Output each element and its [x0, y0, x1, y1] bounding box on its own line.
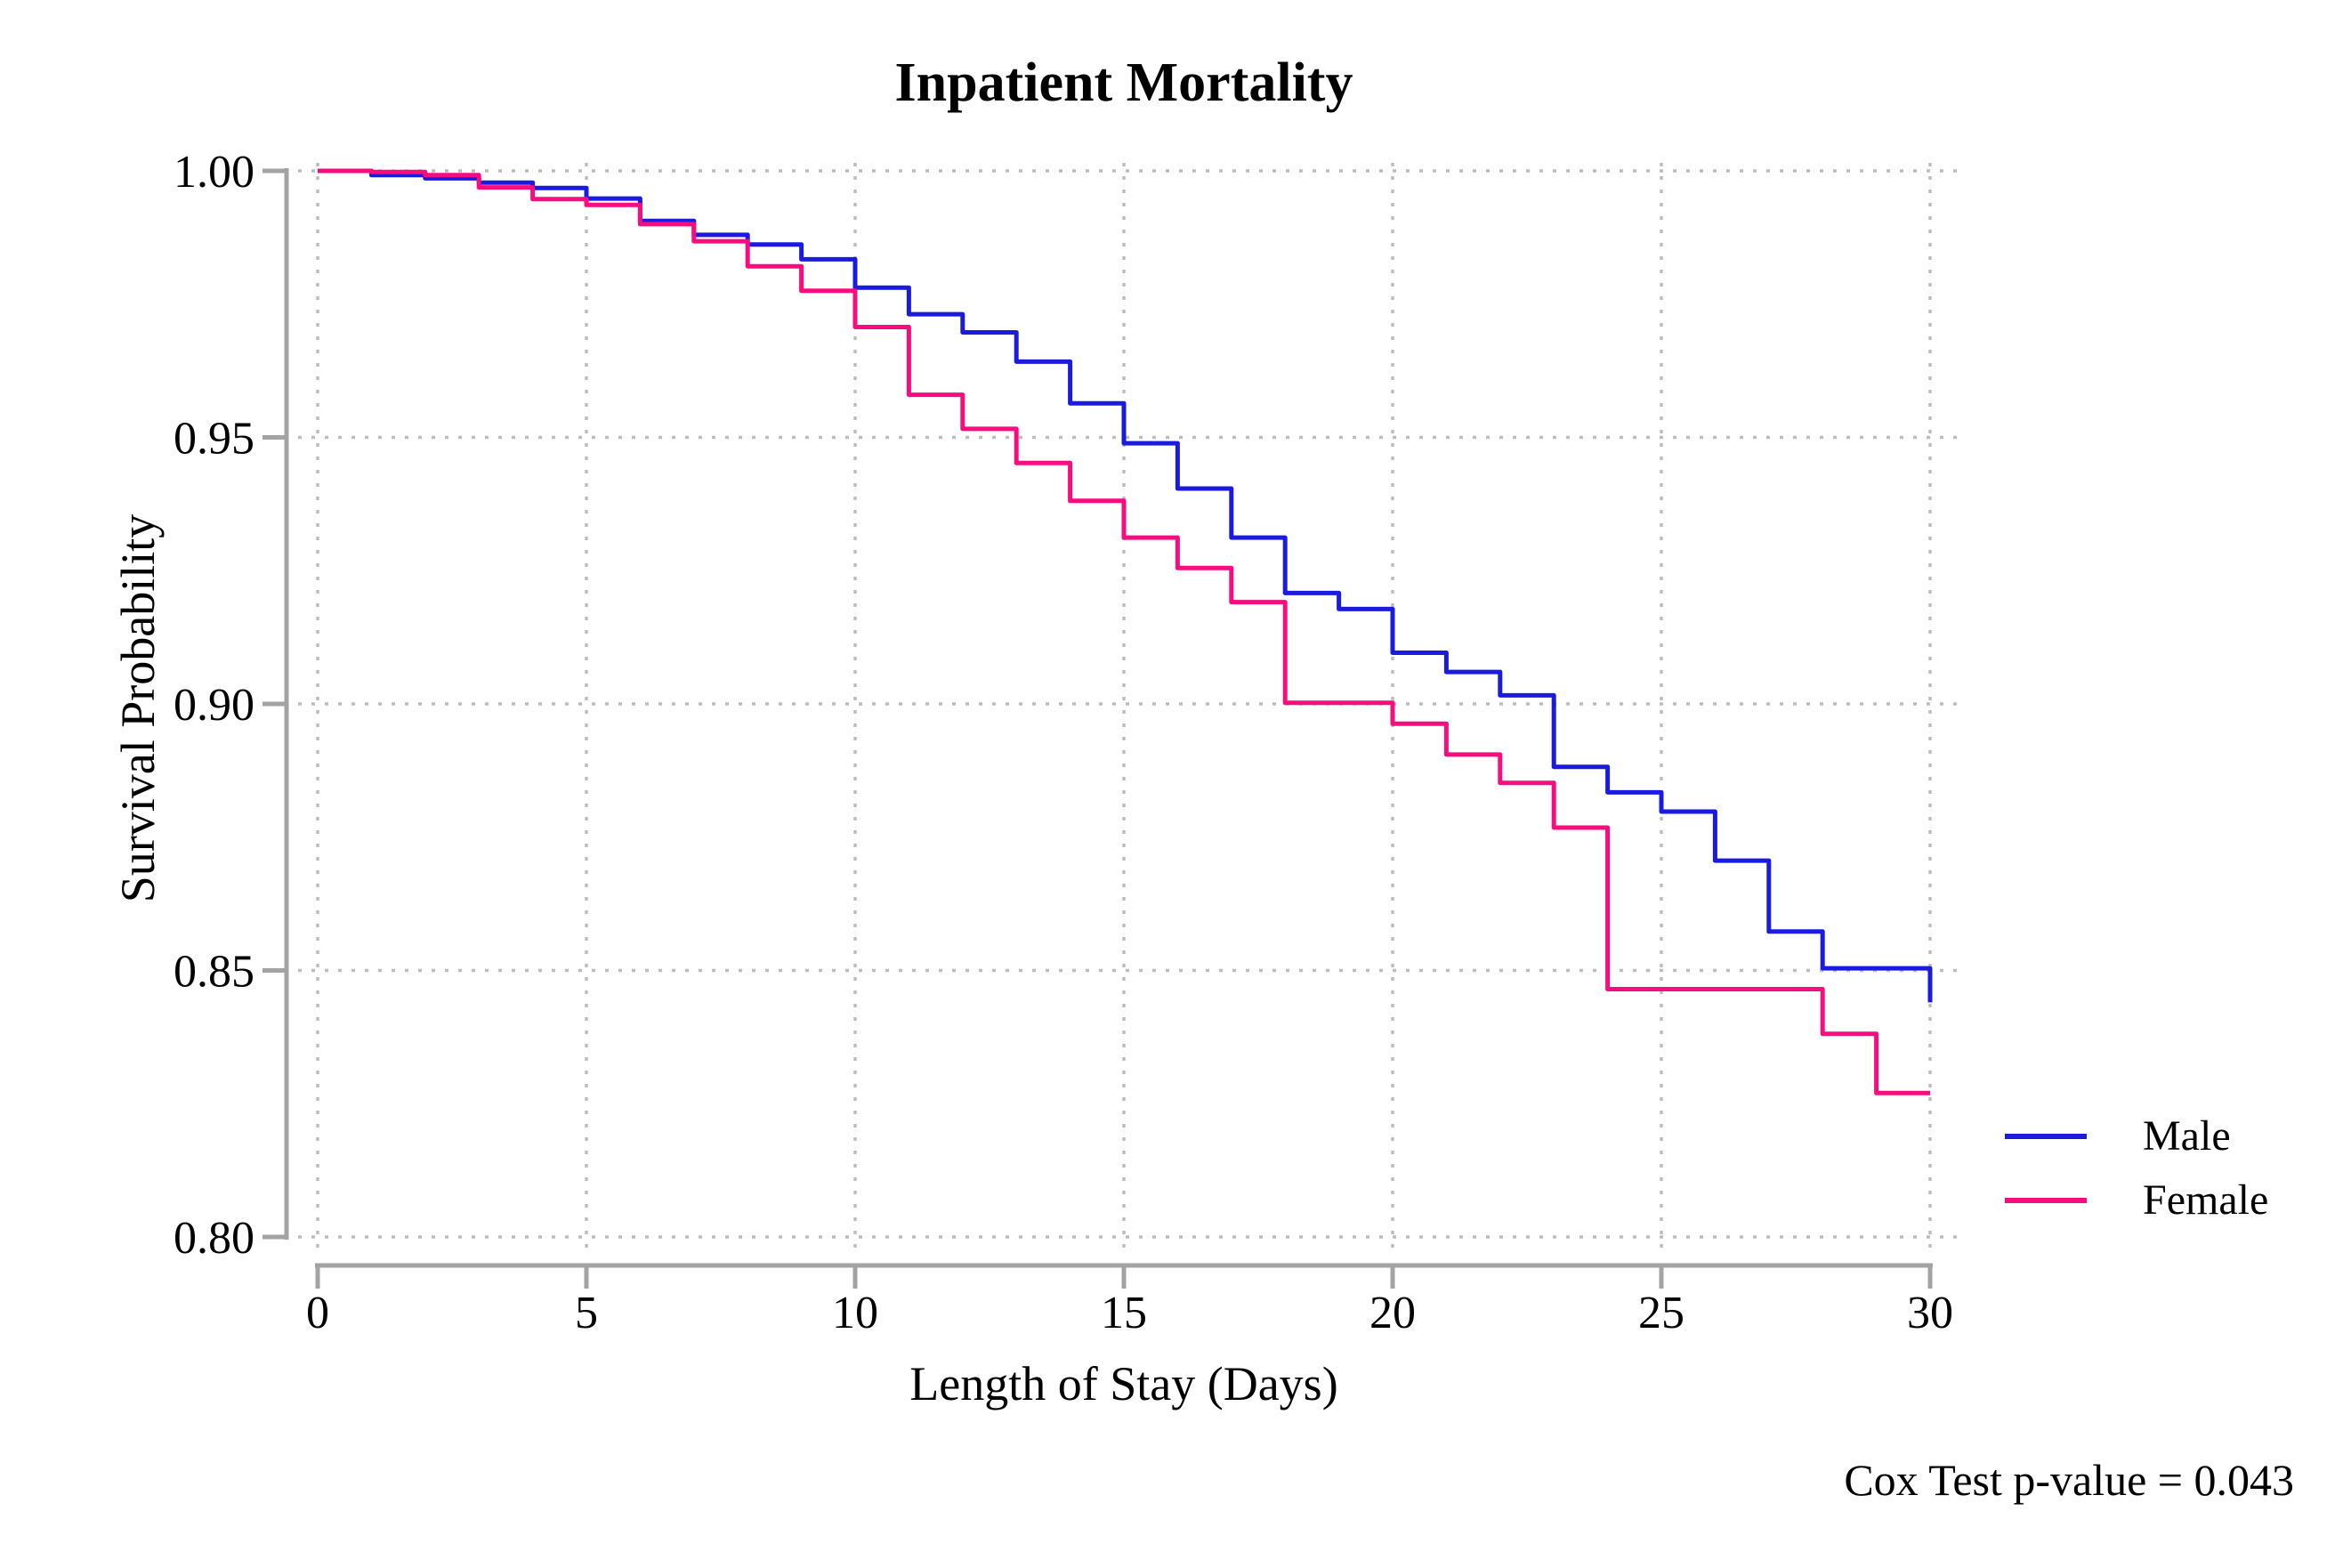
y-axis-label: Survival Probability — [111, 513, 165, 903]
x-tick-label-0: 0 — [306, 1288, 329, 1338]
male-line-swatch — [2005, 1134, 2087, 1139]
y-tick-label-0.85: 0.85 — [174, 947, 254, 998]
x-tick-label-15: 15 — [1101, 1288, 1147, 1338]
cox-test-annotation: Cox Test p-value = 0.043 — [1844, 1455, 2294, 1505]
female-line-swatch — [2005, 1198, 2087, 1203]
male-survival-curve — [318, 168, 1933, 1003]
female-survival-curve — [318, 168, 1930, 1095]
legend-label-male: Male — [2143, 1112, 2231, 1160]
legend-label-female: Female — [2143, 1176, 2269, 1224]
legend-item-female: Female — [2005, 1168, 2268, 1233]
legend-item-male: Male — [2005, 1104, 2268, 1168]
chart-title: Inpatient Mortality — [894, 53, 1353, 113]
legend: Male Female — [2005, 1104, 2268, 1233]
x-tick-label-25: 25 — [1638, 1288, 1684, 1338]
y-tick-label-0.8: 0.80 — [174, 1213, 254, 1264]
x-tick-label-30: 30 — [1907, 1288, 1953, 1338]
y-tick-label-0.9: 0.90 — [174, 680, 254, 731]
x-tick-label-5: 5 — [575, 1288, 598, 1338]
y-tick-label-0.95: 0.95 — [174, 414, 254, 465]
y-tick-label-1: 1.00 — [174, 147, 254, 198]
x-tick-label-20: 20 — [1369, 1288, 1416, 1338]
x-tick-label-10: 10 — [832, 1288, 878, 1338]
x-axis-label: Length of Stay (Days) — [909, 1357, 1338, 1410]
